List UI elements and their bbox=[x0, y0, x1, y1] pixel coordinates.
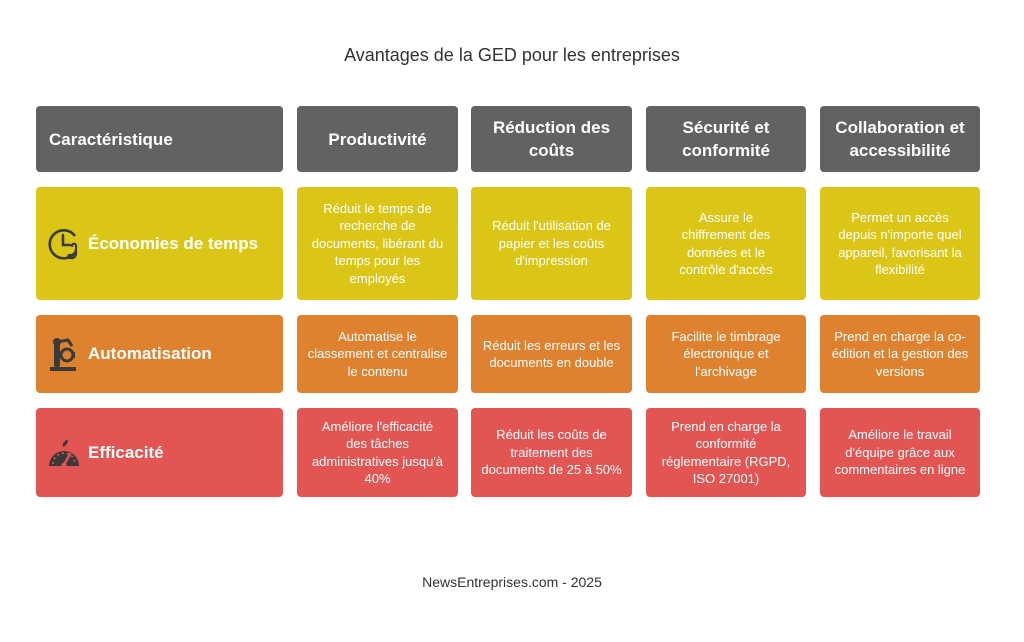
header-caracteristique: Caractéristique bbox=[36, 106, 283, 172]
cell-text: Automatise le classement et centralise l… bbox=[307, 328, 448, 379]
cell-text: Réduit les coûts de traitement des docum… bbox=[481, 427, 622, 478]
cell-text: Réduit le temps de recherche de document… bbox=[311, 200, 444, 286]
row-label-economies-temps: Économies de temps bbox=[36, 187, 283, 300]
cell-automatisation-collaboration: Prend en charge la co-édition et la gest… bbox=[820, 315, 980, 393]
cell-text: Réduit les erreurs et les documents en d… bbox=[482, 337, 621, 371]
cell-economies-collaboration: Permet un accès depuis n'importe quel ap… bbox=[820, 187, 980, 300]
header-productivite: Productivité bbox=[297, 106, 458, 172]
cell-text: Améliore l'efficacité des tâches adminis… bbox=[311, 418, 444, 487]
cell-text: Facilite le timbrage électronique et l'a… bbox=[671, 328, 781, 379]
clock-hand-icon bbox=[48, 228, 78, 260]
page-title: Avantages de la GED pour les entreprises bbox=[344, 45, 680, 65]
speedometer-icon bbox=[49, 439, 79, 467]
cell-text: Assure le chiffrement des données et le … bbox=[679, 209, 773, 278]
cell-efficacite-couts: Réduit les coûts de traitement des docum… bbox=[471, 408, 632, 497]
cell-automatisation-productivite: Automatise le classement et centralise l… bbox=[297, 315, 458, 393]
row-label-automatisation: Automatisation bbox=[36, 315, 283, 393]
cell-efficacite-collaboration: Améliore le travail d'équipe grâce aux c… bbox=[820, 408, 980, 497]
cell-economies-securite: Assure le chiffrement des données et le … bbox=[646, 187, 806, 300]
cell-text: Améliore le travail d'équipe grâce aux c… bbox=[834, 427, 966, 478]
cell-text: Permet un accès depuis n'importe quel ap… bbox=[838, 209, 962, 278]
header-label: Sécurité et conformité bbox=[682, 118, 770, 160]
cell-automatisation-securite: Facilite le timbrage électronique et l'a… bbox=[646, 315, 806, 393]
cell-economies-productivite: Réduit le temps de recherche de document… bbox=[297, 187, 458, 300]
row-label-efficacite: Efficacité bbox=[36, 408, 283, 497]
cell-efficacite-securite: Prend en charge la conformité réglementa… bbox=[646, 408, 806, 497]
header-securite-conformite: Sécurité et conformité bbox=[646, 106, 806, 172]
header-label: Productivité bbox=[328, 129, 427, 149]
cell-efficacite-productivite: Améliore l'efficacité des tâches adminis… bbox=[297, 408, 458, 497]
header-label: Réduction des coûts bbox=[492, 118, 611, 160]
header-label: Caractéristique bbox=[49, 129, 173, 149]
cell-text: Prend en charge la co-édition et la gest… bbox=[831, 328, 969, 379]
row-label: Automatisation bbox=[88, 344, 212, 363]
header-label: Collaboration et accessibilité bbox=[835, 118, 965, 160]
robot-arm-icon bbox=[50, 338, 76, 371]
cell-text: Prend en charge la conformité réglementa… bbox=[661, 418, 791, 487]
cell-automatisation-couts: Réduit les erreurs et les documents en d… bbox=[471, 315, 632, 393]
row-label: Efficacité bbox=[88, 442, 164, 462]
row-label: Économies de temps bbox=[88, 233, 259, 253]
cell-economies-couts: Réduit l'utilisation de papier et les co… bbox=[471, 187, 632, 300]
header-reduction-couts: Réduction des coûts bbox=[471, 106, 632, 172]
footer-credit: NewsEntreprises.com - 2025 bbox=[422, 574, 602, 590]
cell-text: Réduit l'utilisation de papier et les co… bbox=[492, 218, 611, 269]
header-collaboration: Collaboration et accessibilité bbox=[820, 106, 980, 172]
